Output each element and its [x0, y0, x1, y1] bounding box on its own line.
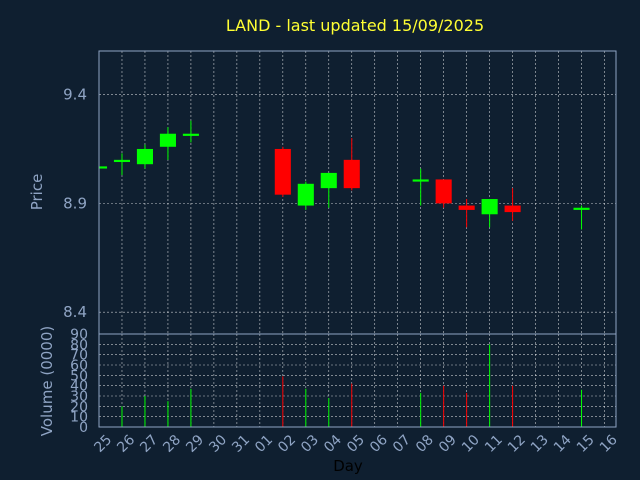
volume-tick-label: 0 [79, 420, 88, 436]
volume-tick-label: 50 [70, 368, 88, 384]
candle-body [113, 159, 131, 163]
price-tick-label: 8.9 [63, 194, 87, 212]
candle-body [412, 179, 429, 182]
x-tick-labels: 25 26 27 28 29 30 31 01 02 03 04 05 06 07 08 09 10 11 12 13… [91, 432, 620, 456]
volume-axis-label: Volume (0000) [38, 326, 56, 436]
price-tick-label: 9.4 [63, 86, 87, 104]
volume-tick-label: 70 [70, 348, 88, 364]
volume-tick-label: 10 [70, 410, 88, 426]
x-tick-label: 25 [91, 432, 115, 456]
candle-body [573, 207, 590, 210]
volume-tick-label: 30 [70, 389, 88, 405]
x-tick-label: 07 [390, 432, 414, 456]
volume-tick-label: 20 [70, 399, 88, 415]
x-tick-label: 11 [482, 432, 506, 456]
x-tick-label: 13 [528, 432, 552, 456]
x-tick-label: 14 [551, 432, 575, 456]
candle-body [159, 133, 176, 147]
x-tick-label: 28 [160, 432, 184, 456]
x-tick-label: 29 [183, 432, 207, 456]
volume-tick-label: 90 [70, 327, 88, 343]
x-tick-label: 27 [137, 432, 161, 456]
candle-body [99, 166, 108, 169]
x-tick-label: 15 [574, 432, 598, 456]
price-axis-label: Price [28, 174, 46, 211]
candle-body [458, 205, 475, 210]
candle-body [274, 148, 291, 195]
volume-tick-label: 80 [70, 337, 88, 353]
x-tick-label: 09 [436, 432, 460, 456]
x-tick-label: 03 [298, 432, 322, 456]
volume-bars [121, 344, 583, 427]
x-tick-label: 02 [275, 432, 299, 456]
volume-tick-label: 40 [70, 379, 88, 395]
x-tick-label: 01 [252, 432, 276, 456]
x-tick-label: 26 [114, 432, 138, 456]
candle-body [481, 199, 498, 215]
x-tick-label: 05 [344, 432, 368, 456]
volume-grid [99, 334, 616, 427]
volume-tick-label: 60 [70, 358, 88, 374]
x-tick-label: 16 [597, 432, 621, 456]
candle-body [136, 148, 153, 165]
candle-body [320, 172, 337, 189]
x-tick-label: 31 [229, 432, 253, 456]
x-axis-label: Day [333, 457, 363, 475]
x-tick-label: 10 [459, 432, 483, 456]
x-tick-label: 12 [505, 432, 529, 456]
price-tick-labels: 8.48.99.49.9 [63, 86, 87, 322]
candle-body [297, 183, 314, 206]
x-tick-label: 30 [206, 432, 230, 456]
x-tick-label: 08 [413, 432, 437, 456]
candle-body [435, 179, 452, 204]
candle-body [182, 133, 199, 136]
price-tick-label: 8.4 [63, 303, 87, 321]
candle-body [343, 159, 360, 189]
x-tick-label: 06 [367, 432, 391, 456]
price-panel-frame [98, 50, 617, 335]
volume-panel-frame [98, 333, 617, 428]
candle-body [504, 205, 521, 213]
chart-title: LAND - last updated 15/09/2025 [226, 16, 484, 35]
candles [98, 120, 590, 230]
x-tick-label: 04 [321, 432, 345, 456]
